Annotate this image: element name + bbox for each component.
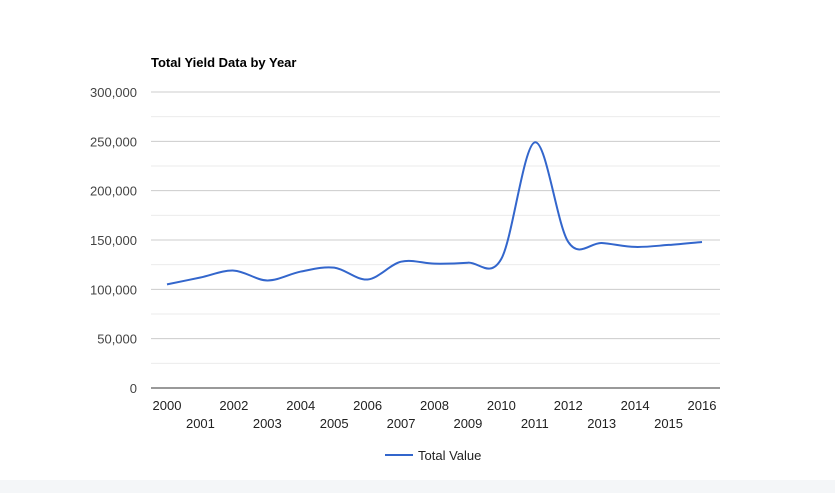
y-tick-label: 0	[130, 381, 137, 396]
x-tick-label: 2016	[688, 398, 717, 413]
x-tick-label: 2005	[320, 416, 349, 431]
x-tick-label: 2014	[621, 398, 650, 413]
x-tick-label: 2015	[654, 416, 683, 431]
x-tick-label: 2012	[554, 398, 583, 413]
data-point[interactable]	[161, 278, 173, 290]
data-point[interactable]	[629, 241, 641, 253]
data-point[interactable]	[362, 273, 374, 285]
legend[interactable]: Total Value	[385, 448, 481, 463]
y-tick-label: 150,000	[90, 233, 137, 248]
data-point[interactable]	[328, 262, 340, 274]
plot-area	[161, 136, 708, 290]
data-point[interactable]	[462, 257, 474, 269]
x-tick-label: 2010	[487, 398, 516, 413]
chart-title: Total Yield Data by Year	[151, 55, 296, 70]
data-point[interactable]	[663, 239, 675, 251]
x-tick-label: 2006	[353, 398, 382, 413]
data-point[interactable]	[261, 274, 273, 286]
data-point[interactable]	[295, 266, 307, 278]
footer-band	[0, 480, 835, 493]
legend-label: Total Value	[418, 448, 481, 463]
x-tick-label: 2000	[153, 398, 182, 413]
y-tick-label: 300,000	[90, 85, 137, 100]
x-tick-label: 2008	[420, 398, 449, 413]
x-tick-label: 2003	[253, 416, 282, 431]
y-tick-label: 250,000	[90, 134, 137, 149]
x-tick-label: 2004	[286, 398, 315, 413]
x-tick-label: 2013	[587, 416, 616, 431]
x-tick-label: 2011	[521, 416, 549, 431]
x-axis: 2000 2001 2002 2003 2004 2005 2006 2007 2008 2009…	[151, 387, 720, 431]
data-point[interactable]	[495, 253, 507, 265]
data-point[interactable]	[696, 236, 708, 248]
data-point[interactable]	[429, 258, 441, 270]
data-point[interactable]	[228, 265, 240, 277]
y-tick-label: 200,000	[90, 184, 137, 199]
data-point[interactable]	[529, 136, 541, 148]
x-tick-label: 2009	[453, 416, 482, 431]
y-tick-label: 50,000	[97, 332, 137, 347]
data-point[interactable]	[562, 236, 574, 248]
x-tick-label: 2001	[186, 416, 215, 431]
x-tick-label: 2002	[219, 398, 248, 413]
series-line[interactable]	[166, 141, 703, 286]
data-point[interactable]	[395, 256, 407, 268]
data-point[interactable]	[194, 271, 206, 283]
x-tick-label: 2007	[387, 416, 416, 431]
data-point[interactable]	[596, 237, 608, 249]
gridlines	[151, 91, 720, 364]
y-axis: 0 50,000 100,000 150,000 200,000 250,000 300,0…	[90, 85, 137, 396]
y-tick-label: 100,000	[90, 282, 137, 297]
